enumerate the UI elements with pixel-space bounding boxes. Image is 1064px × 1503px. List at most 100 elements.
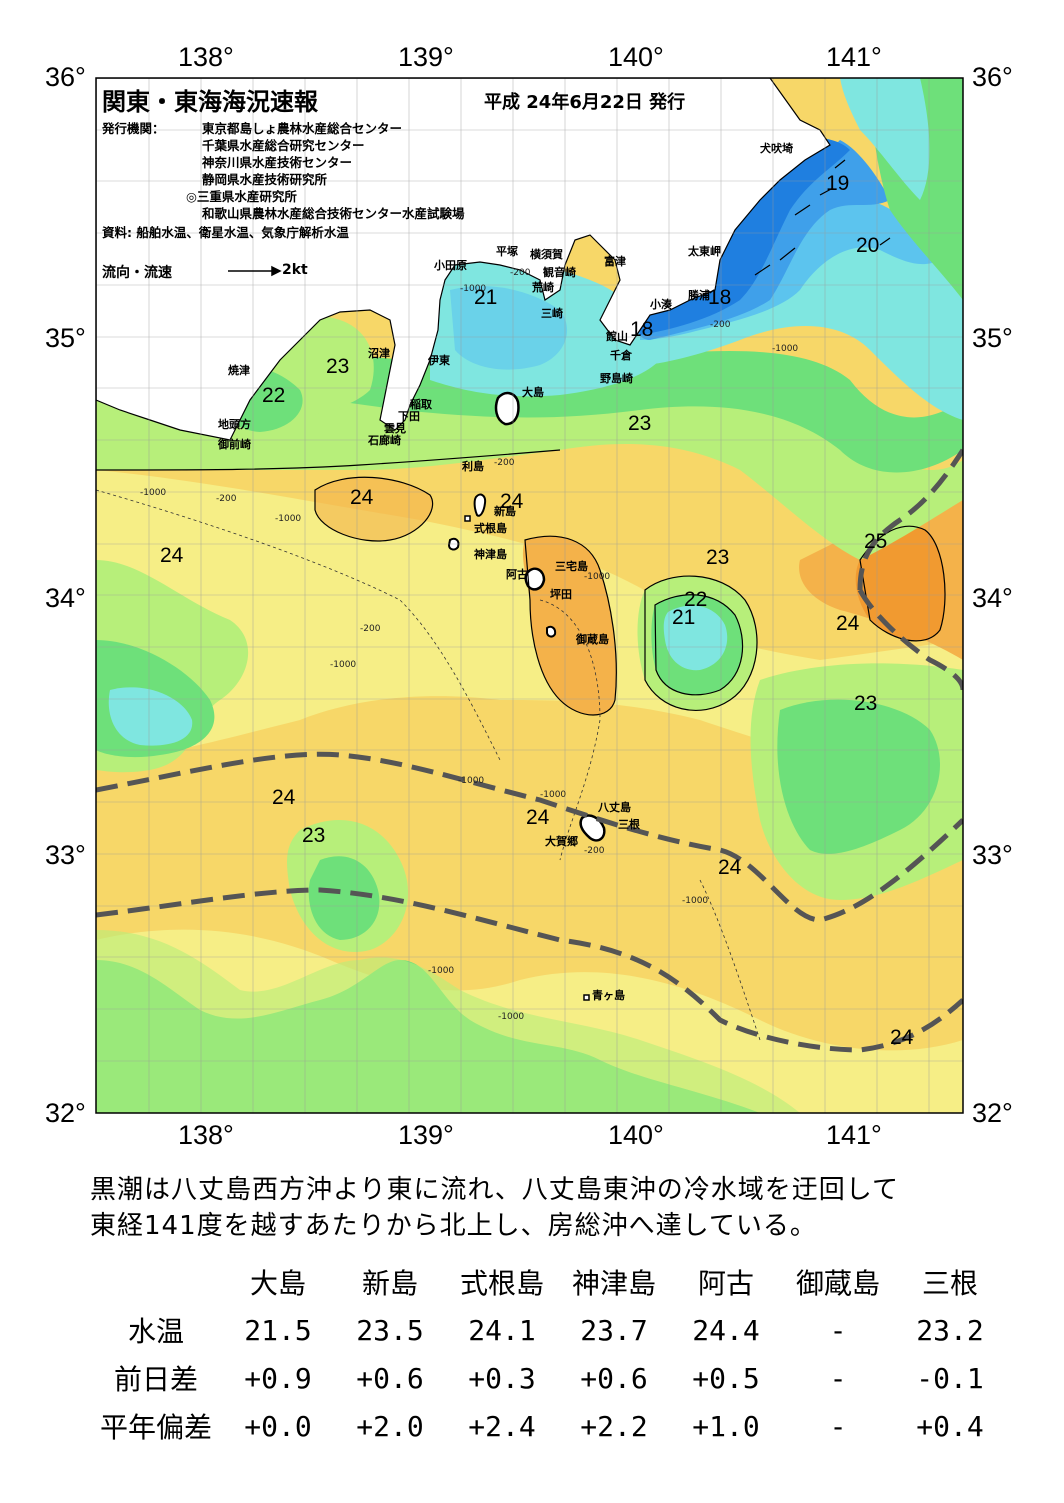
- flow-legend-speed: 2kt: [282, 262, 308, 278]
- table-cell: +0.3: [468, 1361, 536, 1395]
- depth-label: -1000: [458, 776, 485, 786]
- island-aogashima: [583, 994, 590, 1001]
- isotherm-label: 20: [856, 234, 880, 257]
- lat-label-32-left: 32°: [45, 1098, 86, 1128]
- depth-label: -1000: [428, 966, 455, 976]
- place-kozushima: 神津島: [474, 548, 507, 561]
- isotherm-label: 24: [890, 1026, 914, 1049]
- place-ito: 伊東: [428, 354, 450, 367]
- zone-21-cyan-west: [108, 687, 193, 746]
- place-kominato: 小湊: [650, 298, 672, 311]
- table-cell: +2.2: [580, 1409, 648, 1443]
- zone-23-green-mid: [308, 856, 380, 940]
- isotherm-label: 23: [628, 412, 652, 435]
- table-row: 前日差 +0.9 +0.6 +0.3 +0.6 +0.5 - -0.1: [90, 1354, 1006, 1402]
- col-header: 神津島: [571, 1267, 656, 1300]
- zone-25-north-pocket: [315, 477, 433, 541]
- table-cell: +2.4: [468, 1409, 536, 1443]
- place-okago: 大賀郷: [545, 835, 578, 848]
- depth-label: -1000: [460, 284, 487, 294]
- table-cell: -0.1: [916, 1361, 984, 1395]
- place-taitomisaki: 太東岬: [688, 245, 721, 258]
- depth-label: -1000: [682, 896, 709, 906]
- lat-label-34-right: 34°: [972, 583, 1013, 613]
- publisher-line: 神奈川県水産技術センター: [202, 155, 353, 170]
- isotherm-label: 21: [474, 286, 498, 309]
- lon-label-138-bottom: 138°: [178, 1120, 234, 1150]
- place-hachijojima: 八丈島: [598, 801, 631, 814]
- row-label: 前日差: [113, 1363, 198, 1396]
- place-shikinejima: 式根島: [474, 522, 507, 535]
- col-header: 阿古: [697, 1267, 754, 1300]
- map-title: 関東・東海海況速報: [102, 88, 318, 116]
- table-cell: +0.6: [356, 1361, 424, 1395]
- lon-label-141-top: 141°: [826, 42, 882, 72]
- zone-24-yellow: [96, 470, 963, 790]
- zone-21-ne: [840, 78, 930, 200]
- flow-arrows: [754, 159, 891, 276]
- place-kumomi: 雲見: [384, 422, 406, 435]
- table-cell: +2.0: [356, 1409, 424, 1443]
- place-chikura: 千倉: [610, 349, 632, 362]
- lat-label-33-left: 33°: [45, 840, 86, 870]
- isotherm-label: 24: [272, 786, 296, 809]
- place-inubosaki: 犬吠埼: [760, 142, 793, 155]
- table-cell: +0.6: [580, 1361, 648, 1395]
- table-cell: +0.0: [244, 1409, 312, 1443]
- data-sources: 資料: 船舶水温、衛星水温、気象庁解析水温: [102, 225, 349, 240]
- isotherm-label: 24: [526, 806, 550, 829]
- place-omaezaki: 御前崎: [218, 438, 251, 451]
- place-aogashima: 青ヶ島: [592, 989, 625, 1002]
- depth-label: -1000: [540, 790, 567, 800]
- table-cell: +0.9: [244, 1361, 312, 1395]
- map-frame: [95, 77, 964, 1114]
- isotherm-label: 23: [302, 824, 326, 847]
- place-niijima: 新島: [494, 505, 516, 518]
- place-yokosuka: 横須賀: [530, 248, 563, 261]
- lat-label-32-right: 32°: [972, 1098, 1013, 1128]
- depth-label: -200: [216, 494, 237, 504]
- depth-label: -200: [510, 268, 531, 278]
- depth-label: -1000: [584, 572, 611, 582]
- map-area: [96, 78, 963, 1113]
- zone-23-lightgreen-south: [96, 930, 800, 1113]
- isotherm-label: 24: [718, 856, 742, 879]
- row-label: 平年偏差: [99, 1411, 212, 1444]
- isotherm-label: 19: [826, 172, 850, 195]
- island-miyake: [524, 567, 546, 591]
- isotherm-label: 21: [672, 606, 696, 629]
- depth-label: -200: [710, 320, 731, 330]
- lat-label-36-right: 36°: [972, 62, 1013, 92]
- zone-21-boso: [640, 236, 963, 420]
- table-header-row: 大島 新島 式根島 神津島 阿古 御蔵島 三根: [90, 1258, 1006, 1306]
- observation-table: 大島 新島 式根島 神津島 阿古 御蔵島 三根 水温 21.5 23.5 24.…: [90, 1258, 1006, 1450]
- place-yaizu: 焼津: [228, 364, 250, 377]
- place-futtsu: 富津: [604, 255, 626, 268]
- table-cell: -: [829, 1409, 847, 1443]
- col-header: 三根: [921, 1267, 978, 1300]
- isotherm-label: 22: [262, 384, 286, 407]
- zone-23-north: [96, 380, 963, 560]
- place-katsuura: 勝浦: [688, 289, 710, 302]
- publisher-line: 和歌山県農林水産総合技術センター水産試験場: [202, 206, 465, 221]
- lat-label-34-left: 34°: [45, 583, 86, 613]
- depth-label: -1000: [772, 344, 799, 354]
- place-arasaki: 荒崎: [532, 281, 554, 294]
- table-cell: +0.5: [692, 1361, 760, 1395]
- island-shikine: [464, 515, 471, 522]
- place-numazu: 沼津: [368, 347, 390, 360]
- lat-label-33-right: 33°: [972, 840, 1013, 870]
- col-header: 大島: [249, 1267, 306, 1300]
- zone-20-sagami: [450, 286, 568, 370]
- place-inatori: 稲取: [410, 398, 432, 411]
- place-toshima: 利島: [462, 460, 484, 473]
- place-hiratsuka: 平塚: [496, 245, 518, 258]
- place-miyakejima: 三宅島: [555, 560, 588, 573]
- lon-label-140-bottom: 140°: [608, 1120, 664, 1150]
- place-misaki: 三崎: [541, 307, 563, 320]
- summary-text: 黒潮は八丈島西方沖より東に流れ、八丈島東沖の冷水域を迂回して 東経141度を越す…: [90, 1175, 899, 1241]
- depth-contours: [96, 489, 761, 1041]
- isotherms: [96, 449, 946, 716]
- isotherm-label: 18: [708, 286, 732, 309]
- lat-label-35-right: 35°: [972, 323, 1013, 353]
